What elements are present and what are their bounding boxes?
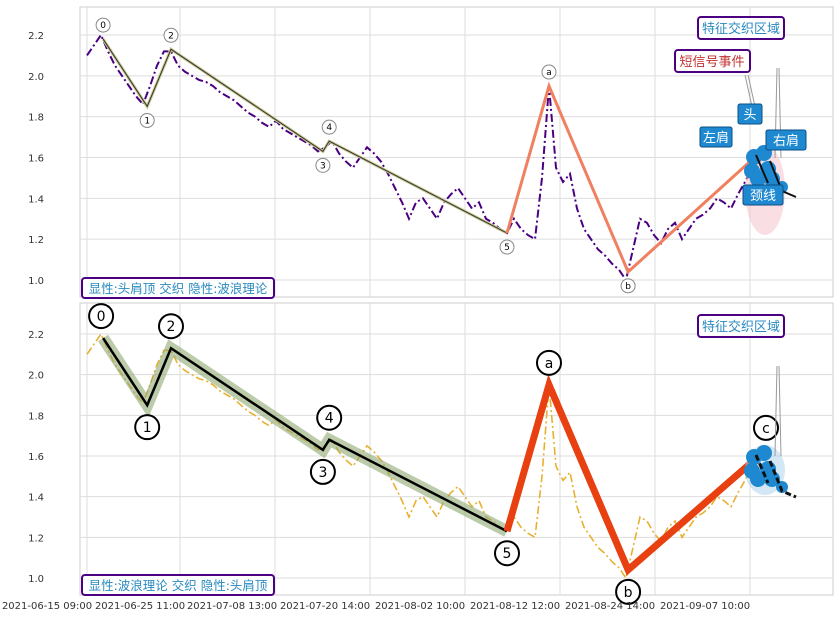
wave-label-circle <box>541 64 557 80</box>
wave-label-circle <box>615 578 642 605</box>
wave-label: 3 <box>320 161 326 171</box>
wave-label: 4 <box>325 411 334 427</box>
impulse-wave-line <box>102 337 508 533</box>
corrective-wave-line <box>503 374 769 576</box>
wave-label-circle <box>158 313 184 340</box>
wave-label-circle <box>753 414 779 441</box>
x-tick-label: 2021-06-15 09:00 <box>2 601 92 612</box>
corrective-wave-line <box>505 81 751 275</box>
wave-label-circle <box>95 17 111 33</box>
zone-annotation-box <box>697 314 785 338</box>
x-tick-label: 2021-08-24 14:00 <box>565 601 655 612</box>
panel-caption: 显性:头肩顶 交织 隐性:波浪理论 <box>89 281 268 296</box>
wave-label: c <box>762 421 770 437</box>
y-tick-label: 1.8 <box>28 411 44 422</box>
y-tick-label: 1.2 <box>28 235 44 246</box>
wave-label-circle <box>163 27 179 43</box>
panel-caption: 显性:波浪理论 交织 隐性:头肩顶 <box>89 578 268 593</box>
y-tick-label: 1.0 <box>28 276 44 287</box>
wave-label: 3 <box>318 465 327 481</box>
zone-annotation: 特征交织区域 <box>702 21 780 37</box>
y-tick-label: 1.2 <box>28 533 44 544</box>
wave-label: 1 <box>143 420 152 436</box>
panel-top: 1.0 1.2 1.4 1.6 1.8 2.0 2.2 0 1 2 3 4 5 a b 特征交织区域显性:头肩… <box>28 6 834 299</box>
panel-caption-box <box>81 277 275 299</box>
y-tick-label: 1.4 <box>28 194 44 205</box>
hs-point <box>756 445 772 461</box>
wave-label: 5 <box>504 243 510 253</box>
zone-annotation-box <box>697 16 785 40</box>
hs-label-box <box>699 126 733 148</box>
hs-label-neckline: 颈线 <box>750 189 776 204</box>
y-tick-label: 1.4 <box>28 493 44 504</box>
hs-label-left-shoulder: 左肩 <box>703 130 729 146</box>
x-tick-label: 2021-07-08 13:00 <box>187 601 277 612</box>
hs-label-right-shoulder: 右肩 <box>773 133 799 149</box>
y-tick-label: 2.0 <box>28 72 44 83</box>
y-tick-label: 1.6 <box>28 154 44 165</box>
price-line <box>86 332 760 580</box>
x-tick-label: 2021-08-12 12:00 <box>470 601 560 612</box>
short-event-annotation: 短信号事件 <box>679 55 744 70</box>
impulse-wave-line <box>102 38 508 234</box>
wave-label-circle <box>499 239 515 255</box>
wave-label-circle <box>134 414 161 441</box>
y-tick-label: 1.8 <box>28 113 44 124</box>
wave-label-circle <box>494 540 520 567</box>
wave-label-circle <box>309 458 336 485</box>
panel-bottom: 1.0 1.2 1.4 1.6 1.8 2.0 2.2 0 1 2 3 4 5 a b c 特征交织区域显性:波… <box>28 302 834 605</box>
y-tick-label: 1.6 <box>28 452 44 463</box>
y-tick-label: 2.2 <box>28 330 44 341</box>
wave-label: b <box>625 282 631 292</box>
y-tick-label: 2.2 <box>28 31 44 42</box>
wave-label-circle <box>88 303 115 330</box>
x-tick-label: 2021-08-02 10:00 <box>375 601 465 612</box>
hs-label-box <box>737 103 763 125</box>
wave-label: 0 <box>100 21 106 31</box>
panel-caption-box <box>81 574 275 596</box>
hs-label-head: 头 <box>743 108 756 123</box>
wave-label: 2 <box>167 319 176 335</box>
plot-area <box>79 302 834 596</box>
wave-label: 4 <box>326 123 332 133</box>
wave-label: 1 <box>144 116 150 126</box>
wave-label: b <box>624 585 633 601</box>
price-line <box>86 32 760 283</box>
wave-label-circle <box>321 119 337 135</box>
wave-label: 0 <box>97 309 106 325</box>
x-tick-label: 2021-09-07 10:00 <box>660 601 750 612</box>
wave-label-circle <box>315 157 331 173</box>
wave-label: 2 <box>168 31 174 41</box>
y-tick-label: 2.0 <box>28 371 44 382</box>
wave-label-circle <box>536 349 562 376</box>
x-tick-label: 2021-06-25 11:00 <box>95 601 185 612</box>
wave-label: 5 <box>503 546 512 562</box>
hs-point <box>750 171 766 187</box>
hs-label-box <box>765 129 807 151</box>
wave-label-circle <box>139 112 155 128</box>
zone-annotation: 特征交织区域 <box>702 319 780 335</box>
wave-label: a <box>546 68 552 78</box>
hs-label-box <box>742 184 784 206</box>
wave-label: a <box>545 356 554 372</box>
wave-label-circle <box>620 278 636 294</box>
hs-point <box>750 471 766 487</box>
zone-arrow <box>774 365 782 457</box>
wave-label-circle <box>316 404 343 431</box>
short-event-box <box>674 49 751 73</box>
hs-line <box>754 454 797 499</box>
x-tick-label: 2021-07-20 14:00 <box>280 601 370 612</box>
y-tick-label: 1.0 <box>28 574 44 585</box>
